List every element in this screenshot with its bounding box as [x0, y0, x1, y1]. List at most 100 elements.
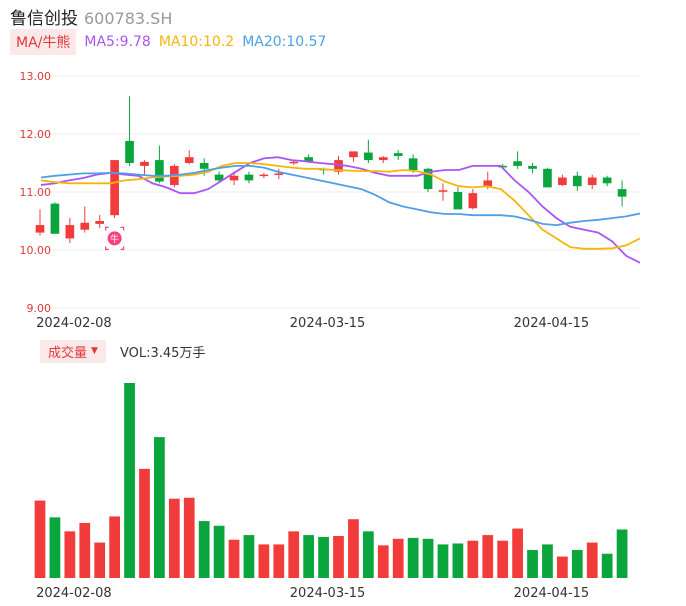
volume-bar [482, 535, 494, 578]
candle [393, 153, 403, 157]
candle [513, 161, 522, 166]
ma20-line [40, 164, 641, 227]
candle [140, 161, 149, 166]
y-tick-label: 10.00 [20, 244, 52, 257]
candle [468, 193, 478, 209]
volume-bar [64, 531, 76, 578]
volume-bar [422, 538, 434, 578]
candle [543, 168, 552, 188]
moving-average-lines [40, 156, 641, 264]
volume-toggle-button[interactable]: 成交量 ▼ [40, 339, 106, 363]
candle [155, 160, 164, 182]
volume-bar [183, 497, 195, 578]
stock-header: 鲁信创投 600783.SH [10, 4, 172, 29]
candle [453, 192, 463, 210]
volume-date-axis: 2024-02-08 2024-03-15 2024-04-15 [36, 586, 589, 601]
volume-toggle-label: 成交量 [48, 345, 88, 361]
volume-bar [542, 544, 553, 578]
candle [199, 163, 209, 169]
volume-bar [527, 550, 538, 578]
price-axis: 13.00 12.00 11.00 10.00 9.00 [20, 70, 52, 315]
volume-bar [333, 536, 344, 578]
volume-bar [362, 531, 374, 578]
volume-bar [79, 522, 91, 578]
candle [408, 158, 418, 170]
volume-x-tick-label: 2024-04-15 [514, 586, 590, 601]
ma20-legend: MA20:10.57 [242, 34, 327, 50]
candle [304, 157, 313, 162]
candle [65, 225, 75, 239]
candle [184, 157, 194, 163]
volume-bar [213, 525, 225, 578]
price-grid [33, 75, 640, 309]
candle [498, 165, 508, 168]
caret-down-icon: ▼ [91, 346, 98, 356]
volume-bar [109, 516, 120, 578]
volume-bar [318, 536, 329, 578]
candle [602, 177, 612, 184]
candle [364, 152, 373, 161]
volume-bar [198, 521, 210, 578]
candle [572, 175, 582, 187]
volume-bar [616, 529, 628, 578]
candle [349, 151, 358, 158]
ma10-line [40, 162, 641, 250]
candle [423, 168, 433, 190]
candle [95, 221, 105, 224]
ma5-legend: MA5:9.78 [84, 34, 151, 50]
candle [587, 177, 597, 186]
y-tick-label: 11.00 [20, 186, 52, 199]
volume-legend: 成交量 ▼ VOL:3.45万手 [40, 339, 206, 363]
x-tick-label: 2024-02-08 [36, 316, 112, 331]
volume-bar [407, 537, 419, 578]
candle [274, 173, 284, 175]
volume-bar [168, 498, 180, 578]
ma10-legend: MA10:10.2 [158, 34, 235, 50]
volume-value: VOL:3.45万手 [119, 345, 206, 361]
y-tick-label: 12.00 [20, 128, 52, 141]
volume-bar [392, 538, 404, 578]
volume-bar [154, 437, 165, 578]
y-tick-label: 13.00 [20, 70, 52, 83]
volume-bar [94, 542, 106, 578]
ma5-line [40, 156, 641, 264]
volume-bar [228, 539, 240, 578]
candle [35, 225, 45, 233]
x-tick-label: 2024-04-15 [514, 316, 590, 331]
volume-bar [497, 540, 509, 578]
volume-bar [258, 544, 270, 578]
candle [50, 203, 60, 234]
volume-bar [288, 531, 300, 578]
ma-legend: MA/牛熊 MA5:9.78 MA10:10.2 MA20:10.57 [10, 29, 327, 55]
stock-name: 鲁信创投 [10, 9, 78, 29]
volume-bar [512, 528, 523, 578]
candle [214, 174, 224, 181]
candle [80, 222, 90, 230]
badge-circle [107, 231, 122, 246]
candle [334, 160, 343, 172]
volume-x-tick-label: 2024-03-15 [290, 586, 366, 601]
badge-label: 牛 [110, 233, 119, 245]
volume-x-tick-label: 2024-02-08 [36, 586, 112, 601]
volume-bar [273, 544, 285, 578]
volume-bar [452, 543, 464, 578]
candle [125, 140, 134, 163]
candle [110, 160, 119, 216]
candle [259, 174, 269, 177]
volume-bar [601, 553, 613, 578]
y-tick-label: 9.00 [27, 302, 52, 315]
volume-bar [467, 540, 479, 578]
volume-bar [437, 544, 449, 578]
price-date-axis: 2024-02-08 2024-03-15 2024-04-15 [36, 316, 589, 331]
ma-toggle-button[interactable]: MA/牛熊 [10, 29, 77, 55]
volume-bar [303, 535, 315, 578]
candle [244, 174, 254, 181]
volume-bar [377, 545, 389, 578]
volume-bar [124, 383, 135, 578]
bull-badge-icon: 牛 [105, 226, 125, 250]
candle [528, 165, 537, 169]
volume-bar [34, 500, 46, 578]
volume-bars [34, 383, 628, 578]
candle [289, 161, 299, 164]
